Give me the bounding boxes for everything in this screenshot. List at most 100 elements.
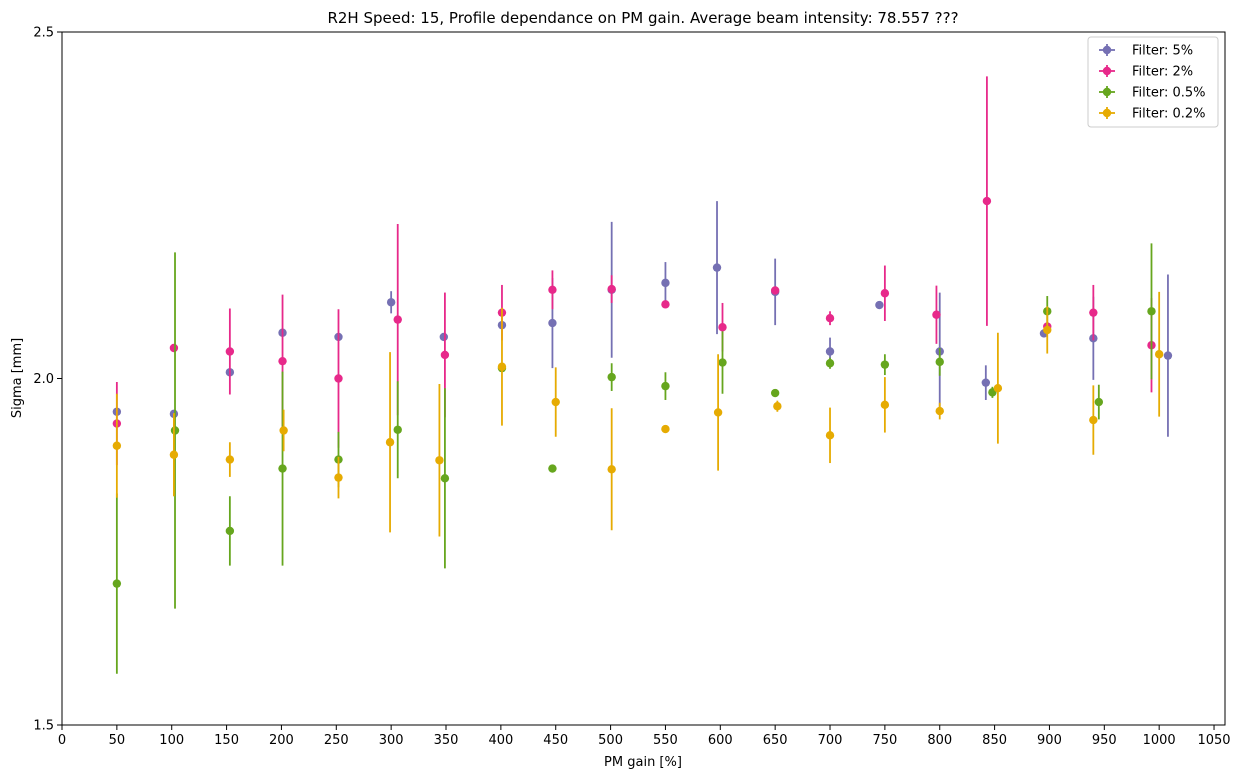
data-point — [712, 263, 722, 272]
data-point — [880, 289, 890, 298]
x-tick-label: 300 — [379, 733, 404, 748]
legend-swatch-marker — [1102, 66, 1112, 76]
x-tick-label: 600 — [708, 733, 733, 748]
data-point — [770, 388, 780, 398]
y-tick-label: 2.5 — [33, 26, 54, 41]
data-point — [1089, 308, 1098, 317]
x-tick-label: 350 — [434, 733, 459, 748]
data-point — [169, 343, 179, 353]
data-point — [607, 465, 616, 474]
data-point — [440, 474, 450, 483]
x-tick-label: 200 — [269, 733, 294, 748]
data-point — [713, 408, 723, 417]
data-point — [661, 278, 670, 288]
x-tick-label: 850 — [982, 733, 1007, 748]
x-tick-label: 550 — [653, 733, 678, 748]
data-point — [825, 347, 835, 356]
legend-swatch-marker — [1102, 45, 1112, 55]
data-point — [278, 356, 287, 366]
data-point — [170, 426, 180, 435]
data-point — [1154, 350, 1164, 359]
legend-swatch-marker — [1102, 87, 1112, 97]
data-point — [385, 438, 395, 447]
x-tick-label: 400 — [488, 733, 513, 748]
x-tick-label: 950 — [1092, 733, 1117, 748]
data-point — [981, 378, 991, 387]
legend: Filter: 5% Filter: 2% Filter: 0.5% Filter: … — [1087, 36, 1219, 128]
x-tick-label: 250 — [324, 733, 349, 748]
legend-entry-label: Filter: 0.2% — [1132, 107, 1206, 122]
legend-swatch-marker — [1102, 108, 1112, 118]
data-point — [875, 300, 884, 310]
data-point — [169, 450, 179, 459]
x-tick-label: 500 — [598, 733, 623, 748]
x-tick-label: 650 — [763, 733, 788, 748]
data-point — [279, 426, 288, 435]
data-point — [825, 314, 835, 323]
data-point — [278, 464, 287, 473]
x-tick-label: 0 — [58, 733, 66, 748]
series-group — [112, 76, 1156, 466]
x-axis-ticks: 0 50 100 150 200 250 300 350 400 450 500 550 600 650 7… — [58, 725, 1231, 748]
legend-entry-label: Filter: 2% — [1132, 65, 1193, 80]
data-point — [439, 332, 449, 342]
data-point — [935, 406, 944, 416]
data-point — [607, 284, 616, 294]
data-point — [773, 402, 782, 411]
legend-entry-label: Filter: 5% — [1132, 44, 1193, 59]
series-group — [112, 291, 1164, 537]
x-tick-label: 1000 — [1143, 733, 1176, 748]
x-tick-label: 1050 — [1197, 733, 1230, 748]
chart-title: R2H Speed: 15, Profile dependance on PM … — [327, 9, 958, 27]
legend-entry-label: Filter: 0.5% — [1132, 86, 1206, 101]
x-tick-label: 100 — [159, 733, 184, 748]
y-tick-label: 1.5 — [33, 719, 54, 734]
data-point — [607, 372, 616, 382]
data-point — [112, 441, 122, 450]
data-point — [718, 323, 727, 332]
x-axis-label: PM gain [%] — [604, 755, 682, 770]
data-point — [548, 318, 557, 328]
data-point — [225, 455, 235, 464]
plot-frame — [61, 31, 1226, 726]
series-group — [112, 243, 1156, 674]
x-tick-label: 150 — [214, 733, 239, 748]
x-tick-label: 50 — [109, 733, 126, 748]
data-point — [982, 196, 992, 206]
data-point — [1163, 351, 1173, 360]
y-tick-label: 2.0 — [33, 372, 54, 387]
data-point — [334, 374, 343, 383]
data-point — [435, 456, 444, 465]
data-point — [393, 315, 402, 324]
x-tick-label: 800 — [927, 733, 952, 748]
legend-box — [1087, 36, 1219, 128]
data-point — [880, 360, 890, 369]
y-axis-ticks: 1.5 2.0 2.5 — [33, 26, 62, 734]
y-axis-label: Sigma [mm] — [10, 338, 25, 418]
data-point — [393, 425, 402, 434]
data-point — [935, 357, 944, 367]
x-tick-label: 450 — [543, 733, 568, 748]
data-point — [661, 300, 670, 309]
data-point — [825, 359, 835, 368]
data-point — [225, 526, 235, 536]
data-point — [112, 579, 122, 588]
data-point — [993, 384, 1003, 393]
data-point — [880, 400, 890, 410]
series-layer — [112, 76, 1173, 674]
data-point — [1043, 325, 1052, 335]
data-point — [548, 285, 557, 294]
data-point — [386, 298, 396, 307]
data-point — [1089, 415, 1098, 425]
x-tick-label: 750 — [872, 733, 897, 748]
data-point — [770, 286, 780, 295]
data-point — [440, 350, 450, 360]
data-point — [548, 464, 557, 473]
data-point — [718, 358, 727, 367]
data-point — [661, 424, 670, 434]
data-point — [661, 381, 670, 391]
data-point — [1094, 397, 1104, 407]
data-point — [1147, 307, 1156, 316]
